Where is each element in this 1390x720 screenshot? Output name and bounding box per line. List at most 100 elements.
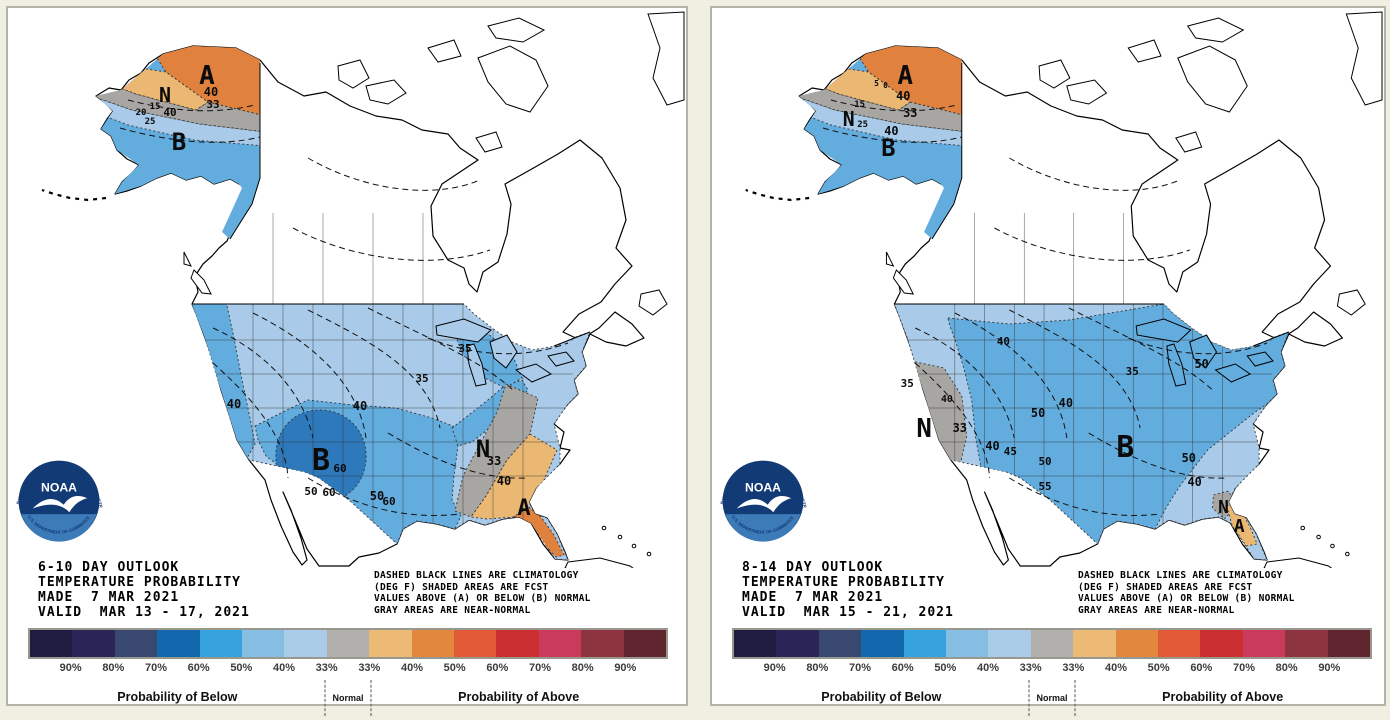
probability-region-near_normal xyxy=(454,383,539,518)
legend-color-cell xyxy=(861,630,904,657)
legend-color-cell xyxy=(72,630,115,657)
legend-color-cell xyxy=(157,630,200,657)
island-outline xyxy=(183,251,192,267)
legend-color-cell xyxy=(369,630,412,657)
map-label: 45 xyxy=(1004,445,1017,458)
map-label: A xyxy=(1234,516,1245,537)
map-title-line: TEMPERATURE PROBABILITY xyxy=(38,575,242,590)
province-borders xyxy=(974,213,1124,304)
legend-tick-label: 33% xyxy=(1062,662,1085,674)
map-title-line: 8-14 DAY OUTLOOK xyxy=(742,560,884,575)
map-note-line: (DEG F) SHADED AREAS ARE FCST xyxy=(374,581,549,593)
map-label: 35 xyxy=(1126,365,1139,378)
map-label: A xyxy=(517,496,530,521)
province-borders xyxy=(272,213,424,304)
map-label: 40 xyxy=(941,394,953,405)
island-outline xyxy=(646,551,652,557)
map-label: 40 xyxy=(1059,396,1073,410)
map-label: A xyxy=(898,61,914,91)
alaska-canada-border xyxy=(229,63,261,240)
map-label: B xyxy=(172,128,186,156)
map-label: 50 xyxy=(370,489,384,503)
logo-acronym: NOAA xyxy=(745,481,781,495)
legend-color-cell xyxy=(1242,630,1286,657)
map-label: 50 xyxy=(1031,406,1045,420)
legend-color-cell xyxy=(242,630,285,657)
great-lake xyxy=(1246,351,1274,367)
legend-color-cell xyxy=(326,630,370,657)
map-label: 55 xyxy=(1038,480,1051,493)
island-outline xyxy=(885,251,895,267)
map-label: N xyxy=(1218,497,1229,518)
map-label: 50 xyxy=(1038,455,1051,468)
map-label: N xyxy=(916,414,932,444)
island-outline xyxy=(892,269,915,295)
map-title-line: VALID MAR 13 - 17, 2021 xyxy=(38,605,250,620)
legend-tick-label: 33% xyxy=(315,662,338,674)
map-label: 20 xyxy=(136,108,147,118)
map-note-line: VALUES ABOVE (A) OR BELOW (B) NORMAL xyxy=(374,593,591,604)
island-outline xyxy=(1127,39,1162,63)
map-label: B xyxy=(312,443,330,478)
map-label: 25 xyxy=(857,120,868,130)
map-label: N xyxy=(843,108,855,131)
legend-colorbar xyxy=(28,628,668,659)
map-label: 40 xyxy=(353,399,367,413)
legend-tick-label: 90% xyxy=(1318,662,1341,674)
island-outline xyxy=(365,79,407,105)
legend-color-cell xyxy=(1115,630,1159,657)
legend-tick-label: 60% xyxy=(187,662,210,674)
island-outline xyxy=(1175,131,1203,153)
legend-below-label: Probability of Below xyxy=(821,690,942,704)
logo-sea xyxy=(21,514,97,542)
probability-region-above_50 xyxy=(142,46,260,117)
legend-tick-label: 40% xyxy=(976,662,1000,674)
outlook-panel-6-10: A 40 33 N 15 20 40 25 B 40 40 35 35 B 60 60 50 50 60 N 33 40 A… xyxy=(6,6,688,716)
map-label: B xyxy=(1116,430,1134,465)
great-lake xyxy=(435,318,492,343)
legend-color-cell xyxy=(581,630,624,657)
great-lake xyxy=(514,363,553,383)
map-label: 33 xyxy=(903,106,917,120)
island-outline xyxy=(1345,551,1350,557)
map-note-line: VALUES ABOVE (A) OR BELOW (B) NORMAL xyxy=(1078,593,1295,604)
legend-color-cell xyxy=(1327,630,1371,657)
map-label: A xyxy=(199,61,215,91)
map-label: 35 xyxy=(415,372,428,385)
map-note-line: GRAY AREAS ARE NEAR-NORMAL xyxy=(1078,604,1235,616)
legend-tick-label: 70% xyxy=(1232,662,1256,674)
map-label: 35 xyxy=(458,342,471,355)
map-label: 15 xyxy=(854,100,865,110)
island-outline xyxy=(337,59,370,89)
aleutian-islands xyxy=(745,188,810,202)
legend-color-cell xyxy=(411,630,455,657)
map-label: 40 xyxy=(997,335,1010,348)
map-label: 60 xyxy=(322,486,335,499)
island-outline xyxy=(647,11,685,106)
map-title-line: VALID MAR 15 - 21, 2021 xyxy=(742,605,954,620)
legend-color-cell xyxy=(114,630,158,657)
legend-tick-label: 90% xyxy=(763,662,786,674)
legend-tick-label: 70% xyxy=(144,662,168,674)
map-label: N xyxy=(476,435,490,463)
probability-region-above_40 xyxy=(470,433,558,520)
map-title: 8-14 DAY OUTLOOK TEMPERATURE PROBABILITY M… xyxy=(742,560,954,620)
legend-tick-label: 50% xyxy=(443,662,466,674)
map-note-line: DASHED BLACK LINES ARE CLIMATOLOGY xyxy=(1078,570,1283,581)
legend-color-cell xyxy=(946,630,989,657)
map-label: 35 xyxy=(901,377,914,390)
legend-color-cell xyxy=(1158,630,1201,657)
map-label: N xyxy=(159,83,171,107)
map-note-line: DASHED BLACK LINES ARE CLIMATOLOGY xyxy=(374,570,579,581)
legend-color-cell xyxy=(818,630,862,657)
legend-tick-label: 80% xyxy=(806,662,829,674)
alaska-canada-border xyxy=(931,63,963,240)
legend-color-cell xyxy=(1030,630,1074,657)
legend-tick-row: 90% 80% 70% 60% 50% 40% 33% 33% 40% 50% 60% 70% 80% 9… xyxy=(732,662,1372,680)
legend-color-cell xyxy=(538,630,582,657)
legend-tick-label: 40% xyxy=(1104,662,1128,674)
probability-legend: 90% 80% 70% 60% 50% 40% 33% 33% 40% 50% 60% 70% 80% 9… xyxy=(732,628,1372,720)
map-label: 15 xyxy=(150,102,161,112)
